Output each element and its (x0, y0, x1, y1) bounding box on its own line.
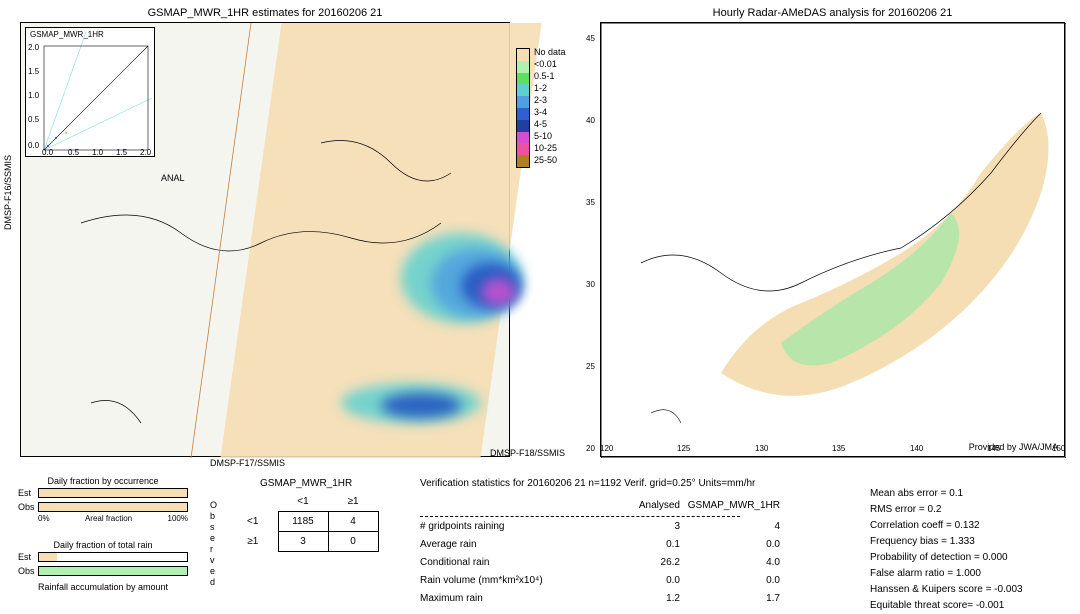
right-map-title: Hourly Radar-AMeDAS analysis for 2016020… (601, 7, 1064, 19)
left-map-right-label: DMSP-F18/SSMIS (490, 448, 565, 458)
radar-svg (601, 23, 1066, 458)
fraction-rain: Daily fraction of total rain Est Obs Rai… (18, 540, 188, 592)
inset-scatter: GSMAP_MWR_1HR 0.0 0.5 1.0 1.5 2.0 0.0 0.… (25, 27, 155, 157)
verif-stats: Verification statistics for 20160206 21 … (420, 476, 780, 607)
colorbar-labels: No data<0.010.5-11-22-33-44-55-1010-2525… (534, 46, 566, 166)
contingency-title: GSMAP_MWR_1HR (260, 478, 352, 489)
right-map: Hourly Radar-AMeDAS analysis for 2016020… (600, 22, 1065, 457)
left-map-title: GSMAP_MWR_1HR estimates for 20160206 21 (21, 7, 509, 19)
colorbar (516, 48, 530, 168)
provided-label: Provided by JWA/JMA (969, 442, 1058, 452)
left-map: GSMAP_MWR_1HR estimates for 20160206 21 … (20, 22, 510, 457)
anal-label: ANAL (161, 173, 185, 183)
left-map-bottom-label: DMSP-F17/SSMIS (210, 458, 285, 468)
contingency-table: <1≥1 <111854 ≥130 (228, 492, 379, 552)
fraction-occurrence: Daily fraction by occurrence Est Obs 0% … (18, 476, 188, 523)
contingency-side: Observed (210, 500, 220, 588)
left-map-left-label: DMSP-F16/SSMIS (3, 155, 13, 230)
verif-right: Mean abs error = 0.1RMS error = 0.2Corre… (870, 486, 1023, 614)
